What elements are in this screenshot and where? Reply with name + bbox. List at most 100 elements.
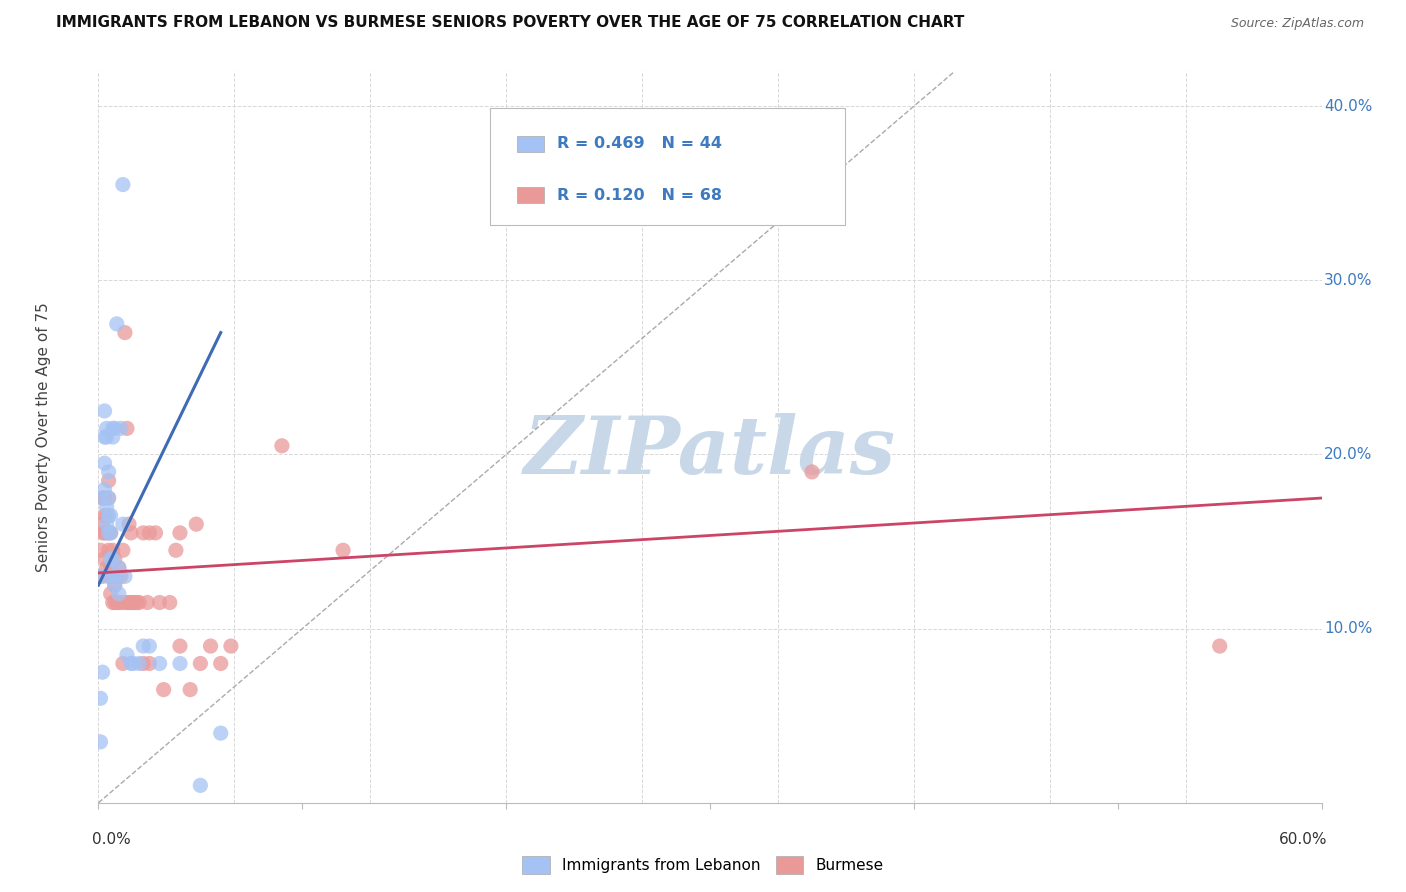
Point [132,657,155,671]
Point [93,404,115,418]
Point [138,657,160,671]
Point [97,508,120,523]
Point [127,595,149,609]
Point [179,682,201,697]
Point [100,560,122,574]
Point [96,525,118,540]
Point [100,552,122,566]
Point [96,560,118,574]
FancyBboxPatch shape [517,187,544,203]
Point [209,726,232,740]
Point [93,483,115,497]
Point [100,587,122,601]
Point [108,560,131,574]
Point [188,657,212,671]
Point [128,657,150,671]
Point [138,525,160,540]
Point [801,465,824,479]
Point [132,525,155,540]
Legend: Immigrants from Lebanon, Burmese: Immigrants from Lebanon, Burmese [516,850,890,880]
Text: 0.0%: 0.0% [93,832,131,847]
Point [152,682,174,697]
Point [332,543,354,558]
Point [101,421,124,435]
Text: IMMIGRANTS FROM LEBANON VS BURMESE SENIORS POVERTY OVER THE AGE OF 75 CORRELATIO: IMMIGRANTS FROM LEBANON VS BURMESE SENIO… [56,15,965,29]
Point [169,639,191,653]
Text: 20.0%: 20.0% [1324,447,1372,462]
Point [270,439,294,453]
Point [110,595,132,609]
Text: 10.0%: 10.0% [1324,621,1372,636]
Point [101,543,124,558]
Point [104,421,127,435]
Point [97,525,120,540]
Point [136,595,159,609]
Point [96,430,118,444]
Point [91,517,114,532]
Point [101,430,124,444]
FancyBboxPatch shape [489,108,845,225]
Point [101,569,124,583]
Text: 60.0%: 60.0% [1279,832,1327,847]
Point [122,595,145,609]
Point [97,525,120,540]
Point [188,778,212,792]
Point [120,595,142,609]
Point [105,569,128,583]
Point [114,326,136,340]
Point [114,595,136,609]
Point [96,517,118,532]
Point [138,639,160,653]
Point [115,595,138,609]
Point [219,639,242,653]
Point [128,595,150,609]
Point [108,560,131,574]
Point [108,595,131,609]
Point [97,491,120,505]
Point [100,525,122,540]
Point [97,465,120,479]
Point [93,430,115,444]
Text: ZIPatlas: ZIPatlas [524,413,896,491]
Point [111,543,134,558]
Point [89,691,111,706]
Point [101,569,124,583]
Point [104,595,127,609]
Point [111,178,134,192]
Point [89,569,111,583]
Text: Source: ZipAtlas.com: Source: ZipAtlas.com [1230,17,1364,29]
Point [93,491,115,505]
Point [97,569,120,583]
Point [93,508,115,523]
Point [105,569,128,583]
Point [169,657,191,671]
Point [89,735,111,749]
Point [96,500,118,514]
Point [149,595,172,609]
Point [209,657,232,671]
Point [200,639,222,653]
Point [91,665,114,680]
Point [101,552,124,566]
Point [100,508,122,523]
Point [104,552,127,566]
Point [159,595,181,609]
Point [91,569,114,583]
Point [110,569,132,583]
Point [105,317,128,331]
Point [108,587,131,601]
Point [104,578,127,592]
Text: 30.0%: 30.0% [1324,273,1372,288]
Point [91,525,114,540]
Point [165,543,187,558]
Point [105,595,128,609]
Point [186,517,208,532]
Point [101,595,124,609]
Point [115,648,138,662]
Point [111,657,134,671]
Point [111,517,134,532]
Point [96,421,118,435]
Text: Seniors Poverty Over the Age of 75: Seniors Poverty Over the Age of 75 [37,302,51,572]
Point [120,525,142,540]
Point [89,543,111,558]
